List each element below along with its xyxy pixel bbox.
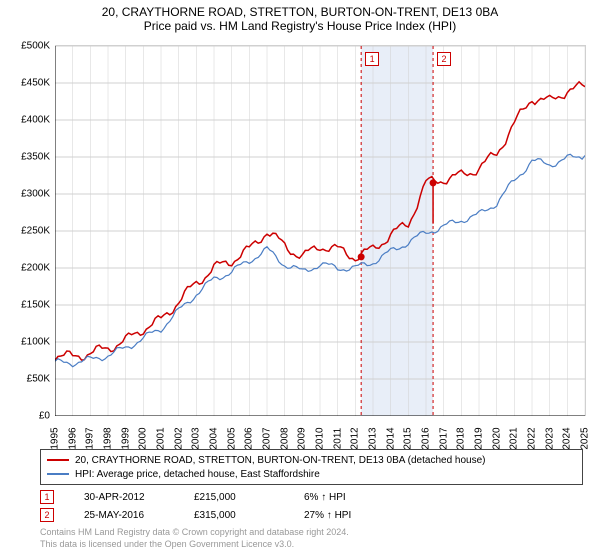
- y-tick-label: £250K: [5, 226, 50, 237]
- legend-label-1: 20, CRAYTHORNE ROAD, STRETTON, BURTON-ON…: [75, 455, 485, 466]
- sale-price: £315,000: [194, 510, 284, 521]
- sale-marker-2: 2: [40, 508, 54, 522]
- sale-row: 2 25-MAY-2016 £315,000 27% ↑ HPI: [40, 506, 580, 524]
- y-tick-label: £500K: [5, 41, 50, 52]
- footer: Contains HM Land Registry data © Crown c…: [40, 527, 349, 550]
- y-tick-label: £150K: [5, 300, 50, 311]
- y-tick-label: £400K: [5, 115, 50, 126]
- sale-date: 25-MAY-2016: [84, 510, 174, 521]
- legend-label-2: HPI: Average price, detached house, East…: [75, 469, 320, 480]
- y-tick-label: £450K: [5, 78, 50, 89]
- title-address: 20, CRAYTHORNE ROAD, STRETTON, BURTON-ON…: [0, 5, 600, 19]
- sale-marker-1: 1: [40, 490, 54, 504]
- y-tick-label: £350K: [5, 152, 50, 163]
- legend-swatch-2: [47, 473, 69, 475]
- legend: 20, CRAYTHORNE ROAD, STRETTON, BURTON-ON…: [40, 449, 583, 485]
- footer-line1: Contains HM Land Registry data © Crown c…: [40, 527, 349, 539]
- sale-row: 1 30-APR-2012 £215,000 6% ↑ HPI: [40, 488, 580, 506]
- footer-line2: This data is licensed under the Open Gov…: [40, 539, 349, 551]
- y-tick-label: £0: [5, 411, 50, 422]
- sale-date: 30-APR-2012: [84, 492, 174, 503]
- y-tick-label: £200K: [5, 263, 50, 274]
- sale-pct: 27% ↑ HPI: [304, 510, 351, 521]
- chart-svg: [55, 46, 585, 416]
- y-tick-label: £100K: [5, 337, 50, 348]
- sales-rows: 1 30-APR-2012 £215,000 6% ↑ HPI 2 25-MAY…: [40, 488, 580, 524]
- y-tick-label: £50K: [5, 374, 50, 385]
- title-subtitle: Price paid vs. HM Land Registry's House …: [0, 19, 600, 33]
- sale-label-marker: 1: [365, 52, 379, 66]
- y-tick-label: £300K: [5, 189, 50, 200]
- chart-container: 20, CRAYTHORNE ROAD, STRETTON, BURTON-ON…: [0, 0, 600, 560]
- sale-price: £215,000: [194, 492, 284, 503]
- title-block: 20, CRAYTHORNE ROAD, STRETTON, BURTON-ON…: [0, 5, 600, 33]
- plot-area: £0£50K£100K£150K£200K£250K£300K£350K£400…: [55, 45, 586, 416]
- legend-row: HPI: Average price, detached house, East…: [47, 467, 576, 481]
- sale-pct: 6% ↑ HPI: [304, 492, 346, 503]
- legend-swatch-1: [47, 459, 69, 461]
- sale-label-marker: 2: [437, 52, 451, 66]
- legend-row: 20, CRAYTHORNE ROAD, STRETTON, BURTON-ON…: [47, 453, 576, 467]
